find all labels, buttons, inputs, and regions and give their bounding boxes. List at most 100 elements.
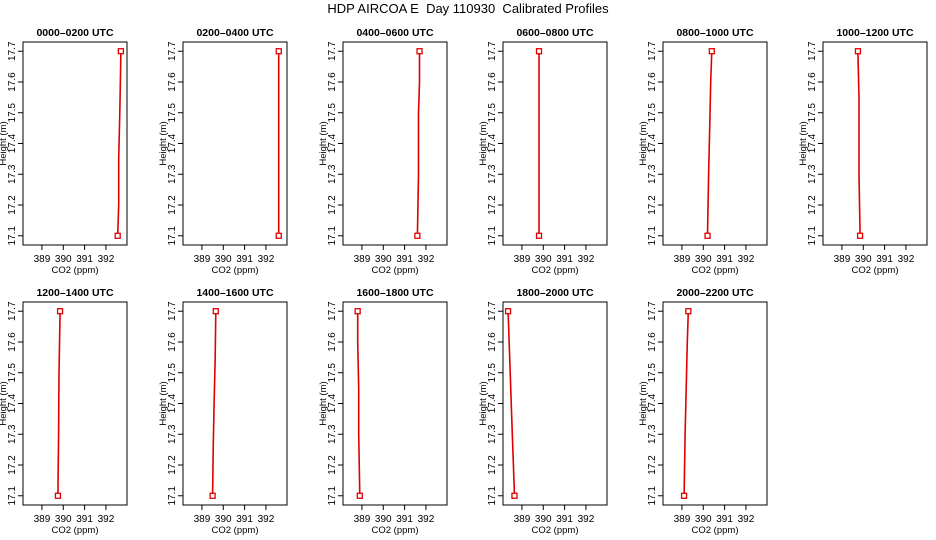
- y-tick-label: 17.5: [327, 103, 338, 123]
- y-tick-label: 17.1: [487, 226, 498, 246]
- profile-line: [57, 311, 61, 496]
- profile-line: [211, 311, 217, 496]
- panel-title: 1600–1800 UTC: [356, 287, 433, 299]
- panel-3: 0400–0600 UTC 389 390 391 392 17.1 17.2 17.3 17.…: [318, 27, 448, 276]
- y-tick-label: 17.3: [327, 424, 338, 444]
- profile-point: [504, 308, 512, 315]
- x-tick-label: 390: [695, 254, 712, 265]
- x-axis-label: CO2 (ppm): [692, 525, 739, 536]
- x-tick-label: 390: [55, 514, 72, 525]
- y-tick-label: 17.5: [807, 103, 818, 123]
- y-tick-label: 17.7: [647, 301, 658, 321]
- profile-point: [856, 232, 864, 239]
- y-tick-label: 17.4: [167, 393, 178, 413]
- y-tick-label: 17.7: [487, 301, 498, 321]
- profile-point: [56, 308, 64, 315]
- y-axis-label: Height (m): [798, 121, 809, 165]
- y-axis-label: Height (m): [318, 121, 329, 165]
- panel-title: 1200–1400 UTC: [36, 287, 113, 299]
- y-tick-label: 17.4: [647, 133, 658, 153]
- plot-frame: [662, 301, 768, 506]
- x-tick-label: 391: [396, 514, 413, 525]
- profile-point: [414, 232, 421, 239]
- y-tick-label: 17.5: [7, 363, 18, 383]
- y-tick-label: 17.6: [487, 332, 498, 352]
- profile-point: [854, 48, 862, 55]
- plot-frame: [502, 301, 608, 506]
- y-tick-label: 17.5: [7, 103, 18, 123]
- y-tick-label: 17.1: [647, 226, 658, 246]
- y-tick-label: 17.1: [167, 486, 178, 506]
- y-tick-label: 17.1: [807, 226, 818, 246]
- y-tick-label: 17.5: [167, 363, 178, 383]
- y-tick-label: 17.5: [487, 363, 498, 383]
- panel-title: 0400–0600 UTC: [356, 27, 433, 39]
- x-tick-label: 389: [514, 514, 531, 525]
- y-axis-label: Height (m): [0, 121, 9, 165]
- figure-title: HDP AIRCOA E Day 110930 Calibrated Profi…: [327, 1, 609, 16]
- x-tick-label: 391: [76, 254, 93, 265]
- x-axis-label: CO2 (ppm): [692, 265, 739, 276]
- x-tick-label: 389: [354, 514, 371, 525]
- y-axis-label: Height (m): [318, 381, 329, 425]
- y-axis-label: Height (m): [158, 381, 169, 425]
- profile-line: [416, 51, 421, 236]
- y-tick-label: 17.2: [7, 195, 18, 215]
- profile-point: [535, 232, 543, 239]
- y-tick-label: 17.6: [167, 72, 178, 92]
- x-tick-label: 392: [418, 254, 435, 265]
- x-tick-label: 392: [98, 514, 115, 525]
- profile-point: [117, 48, 125, 55]
- profile-point: [114, 232, 121, 239]
- y-tick-label: 17.1: [327, 226, 338, 246]
- profile-line: [507, 311, 516, 496]
- panel-5: 0800–1000 UTC 389 390 391 392 17.1 17.2 17.3 17.…: [638, 27, 768, 276]
- y-tick-label: 17.7: [167, 301, 178, 321]
- x-axis-label: CO2 (ppm): [52, 525, 99, 536]
- x-tick-label: 390: [695, 514, 712, 525]
- profile-point: [275, 48, 282, 55]
- x-tick-label: 389: [834, 254, 851, 265]
- profile-point: [535, 48, 543, 55]
- y-tick-label: 17.1: [487, 486, 498, 506]
- y-tick-label: 17.2: [7, 455, 18, 475]
- panel-11: 2000–2200 UTC 389 390 391 392 17.1 17.2 17.3 17.…: [638, 287, 768, 536]
- x-tick-label: 392: [578, 254, 595, 265]
- y-tick-label: 17.6: [7, 72, 18, 92]
- x-tick-label: 391: [716, 514, 733, 525]
- y-tick-label: 17.3: [487, 424, 498, 444]
- y-tick-label: 17.5: [167, 103, 178, 123]
- y-tick-label: 17.2: [807, 195, 818, 215]
- panel-7: 1200–1400 UTC 389 390 391 392 17.1 17.2 17.3 17.…: [0, 287, 128, 536]
- profile-point: [704, 232, 711, 239]
- profile-point: [356, 492, 363, 499]
- x-tick-label: 392: [898, 254, 915, 265]
- y-tick-label: 17.6: [327, 72, 338, 92]
- y-tick-label: 17.2: [647, 195, 658, 215]
- y-tick-label: 17.7: [167, 41, 178, 61]
- profile-line: [116, 51, 122, 236]
- y-tick-label: 17.6: [487, 72, 498, 92]
- x-axis-label: CO2 (ppm): [212, 265, 259, 276]
- y-tick-label: 17.3: [327, 164, 338, 184]
- x-tick-label: 389: [34, 514, 51, 525]
- x-axis-label: CO2 (ppm): [52, 265, 99, 276]
- x-tick-label: 390: [375, 254, 392, 265]
- x-tick-label: 391: [396, 254, 413, 265]
- x-tick-label: 389: [34, 254, 51, 265]
- y-tick-label: 17.4: [647, 393, 658, 413]
- plot-frame: [182, 41, 288, 246]
- x-tick-label: 392: [258, 514, 275, 525]
- x-tick-label: 392: [98, 254, 115, 265]
- x-tick-label: 390: [375, 514, 392, 525]
- x-tick-label: 391: [556, 254, 573, 265]
- y-tick-label: 17.4: [327, 133, 338, 153]
- x-tick-label: 391: [76, 514, 93, 525]
- x-tick-label: 390: [55, 254, 72, 265]
- profile-point: [275, 232, 282, 239]
- x-tick-label: 390: [535, 254, 552, 265]
- y-tick-label: 17.4: [487, 133, 498, 153]
- profile-point: [708, 48, 715, 55]
- profile-point: [416, 48, 423, 55]
